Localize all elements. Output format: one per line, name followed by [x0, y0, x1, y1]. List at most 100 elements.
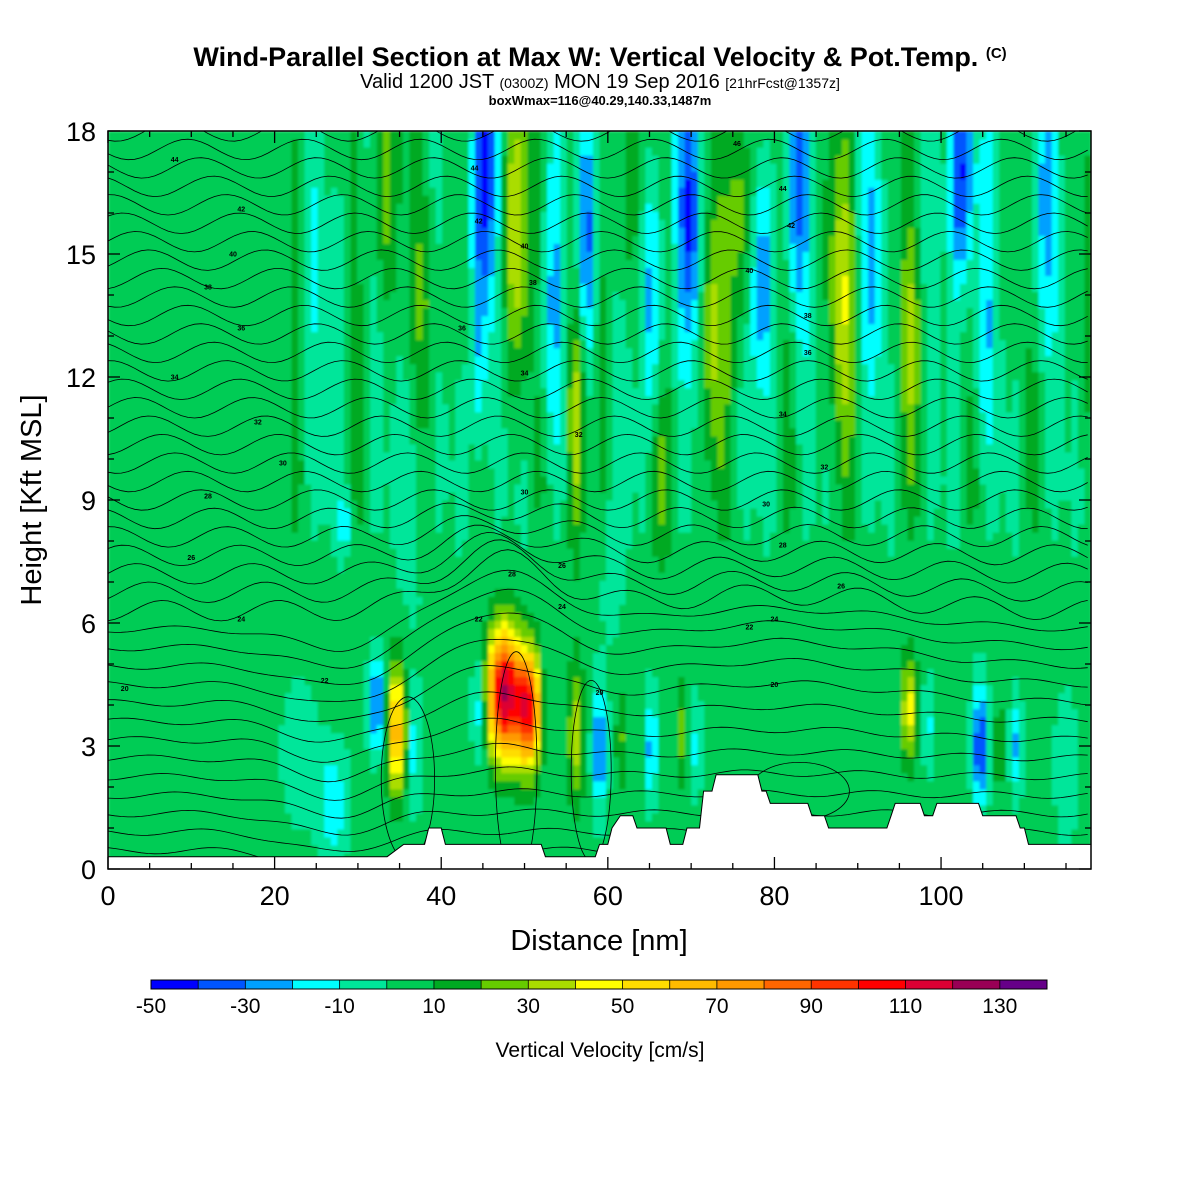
velocity-cell [389, 692, 397, 702]
velocity-cell [330, 347, 338, 357]
velocity-cell [186, 139, 194, 148]
velocity-cell [232, 267, 240, 276]
velocity-cell [357, 612, 365, 621]
velocity-cell [284, 524, 293, 533]
velocity-cell [121, 836, 129, 846]
velocity-cell [140, 564, 148, 573]
velocity-cell [173, 219, 181, 228]
velocity-cell [357, 243, 365, 252]
velocity-cell [409, 443, 417, 453]
velocity-cell [252, 163, 260, 172]
velocity-cell [376, 636, 384, 645]
velocity-cell [330, 419, 338, 429]
velocity-cell [324, 652, 332, 662]
velocity-cell [252, 516, 260, 525]
velocity-cell [416, 716, 424, 726]
velocity-cell [147, 187, 155, 196]
velocity-cell [258, 155, 266, 164]
velocity-cell [140, 740, 148, 750]
velocity-cell [363, 147, 371, 156]
velocity-cell [396, 788, 404, 798]
velocity-cell [252, 724, 260, 734]
velocity-cell [173, 195, 181, 204]
velocity-cell [396, 692, 404, 702]
velocity-cell [324, 580, 332, 589]
velocity-cell [186, 339, 194, 349]
velocity-cell [212, 235, 220, 244]
velocity-cell [271, 660, 279, 670]
velocity-cell [396, 451, 404, 461]
velocity-cell [134, 203, 142, 212]
velocity-cell [350, 564, 358, 573]
velocity-cell [206, 131, 214, 140]
velocity-cell [108, 556, 116, 565]
velocity-cell [258, 844, 266, 854]
velocity-cell [357, 283, 365, 293]
velocity-cell [212, 820, 220, 830]
velocity-cell [363, 243, 371, 252]
velocity-cell [114, 772, 122, 782]
velocity-cell [232, 844, 240, 854]
velocity-cell [271, 676, 279, 686]
velocity-cell [389, 604, 397, 613]
velocity-cell [343, 636, 352, 645]
velocity-cell [416, 612, 424, 621]
velocity-cell [330, 387, 338, 397]
velocity-cell [271, 564, 279, 573]
velocity-cell [311, 508, 319, 517]
velocity-cell [350, 820, 358, 830]
velocity-cell [370, 716, 378, 726]
velocity-cell [153, 291, 162, 301]
velocity-cell [291, 788, 299, 798]
velocity-cell [127, 580, 135, 589]
velocity-cell [206, 756, 214, 766]
velocity-cell [304, 732, 312, 742]
velocity-cell [298, 588, 306, 597]
velocity-cell [252, 772, 260, 782]
velocity-cell [448, 275, 456, 285]
velocity-cell [212, 732, 220, 742]
velocity-cell [239, 796, 247, 806]
velocity-cell [389, 780, 397, 790]
velocity-cell [416, 756, 424, 766]
velocity-cell [304, 804, 312, 814]
velocity-cell [317, 491, 325, 501]
velocity-cell [206, 604, 214, 613]
velocity-cell [114, 195, 122, 204]
velocity-cell [173, 299, 181, 309]
velocity-cell [225, 483, 234, 493]
velocity-cell [186, 435, 194, 445]
velocity-cell [108, 387, 116, 397]
velocity-cell [140, 804, 148, 814]
velocity-cell [357, 636, 365, 645]
velocity-cell [180, 387, 188, 397]
velocity-cell [402, 219, 411, 228]
velocity-cell [127, 684, 135, 694]
velocity-cell [114, 451, 122, 461]
velocity-cell [429, 411, 437, 421]
velocity-cell [134, 588, 142, 597]
velocity-cell [199, 147, 207, 156]
velocity-cell [219, 451, 227, 461]
velocity-cell [121, 756, 129, 766]
velocity-cell [160, 147, 168, 156]
velocity-cell [258, 692, 266, 702]
velocity-cell [140, 572, 148, 581]
velocity-cell [252, 435, 260, 445]
velocity-cell [383, 820, 391, 830]
velocity-cell [311, 387, 319, 397]
velocity-cell [435, 219, 443, 228]
velocity-cell [343, 524, 352, 533]
velocity-cell [252, 235, 260, 244]
velocity-cell [193, 347, 201, 357]
velocity-cell [363, 564, 371, 573]
velocity-cell [180, 692, 188, 702]
velocity-cell [127, 508, 135, 517]
velocity-cell [409, 147, 417, 156]
velocity-cell [252, 812, 260, 822]
velocity-cell [337, 644, 345, 654]
velocity-cell [337, 491, 345, 501]
velocity-cell [435, 660, 443, 670]
velocity-cell [108, 459, 116, 469]
velocity-cell [448, 796, 456, 806]
